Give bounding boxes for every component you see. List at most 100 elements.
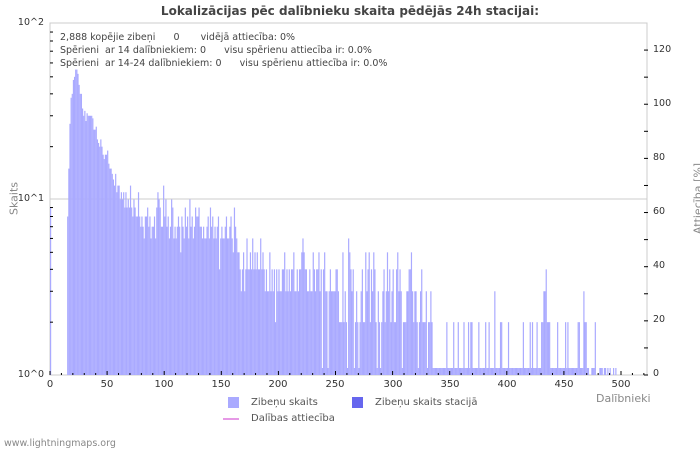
- bar: [126, 207, 128, 375]
- bar: [600, 368, 602, 375]
- bar: [417, 368, 419, 375]
- bar: [386, 252, 389, 375]
- bar: [555, 368, 558, 375]
- bar: [601, 368, 603, 375]
- bar: [584, 322, 586, 375]
- bar: [383, 269, 385, 375]
- bar: [404, 322, 406, 375]
- bar: [445, 368, 447, 375]
- bar: [498, 368, 500, 375]
- stats-line-1: 2,888 kopējie zibeņi 0 vidējā attiecība:…: [60, 32, 296, 43]
- bar: [206, 226, 208, 375]
- bar: [157, 192, 159, 375]
- bar: [73, 76, 76, 375]
- bar: [325, 291, 327, 375]
- bar: [557, 322, 559, 375]
- legend-dalibas-attieciba: Dalības attiecība: [223, 413, 335, 424]
- bar: [577, 322, 579, 375]
- bar: [365, 252, 367, 375]
- bar: [579, 368, 582, 375]
- bar: [549, 322, 551, 375]
- bar: [312, 252, 314, 375]
- bar: [297, 291, 299, 375]
- bar: [591, 368, 593, 375]
- bar: [248, 269, 250, 375]
- bar: [566, 368, 568, 375]
- y2-tick-80: 80: [653, 152, 666, 163]
- bar: [166, 226, 168, 375]
- bar: [240, 291, 242, 375]
- bar: [125, 192, 127, 375]
- bar: [514, 368, 516, 375]
- bar: [123, 192, 125, 375]
- bar: [189, 199, 191, 375]
- bar: [343, 322, 345, 375]
- bar: [263, 269, 265, 375]
- bar: [326, 291, 328, 375]
- bar: [345, 322, 347, 375]
- bar: [414, 291, 416, 375]
- bar: [428, 322, 430, 375]
- bar: [124, 207, 126, 375]
- bar: [391, 291, 393, 375]
- bar: [488, 322, 490, 375]
- bar: [292, 269, 294, 375]
- bar: [79, 93, 81, 375]
- bar: [515, 368, 518, 375]
- bar: [543, 291, 545, 375]
- bar: [483, 368, 486, 375]
- bar: [145, 216, 148, 375]
- bar: [193, 226, 196, 375]
- bar: [80, 93, 83, 375]
- bar: [204, 238, 206, 375]
- bar: [168, 238, 170, 375]
- bar: [197, 216, 199, 375]
- legend-line-swatch: [223, 417, 239, 420]
- bar: [335, 269, 337, 375]
- bar: [587, 368, 590, 375]
- bar: [493, 368, 495, 375]
- bar: [144, 216, 146, 375]
- bar: [286, 269, 288, 375]
- bar: [108, 163, 110, 375]
- bar: [301, 252, 303, 375]
- bar: [76, 69, 78, 375]
- bar: [131, 207, 133, 375]
- bar: [94, 129, 96, 375]
- bar: [282, 269, 285, 375]
- bar: [399, 269, 401, 375]
- bar: [215, 238, 217, 375]
- legend-zibenu-skaits: Zibeņu skaits: [228, 397, 318, 408]
- bar: [279, 291, 281, 375]
- bar: [571, 368, 574, 375]
- bar: [78, 84, 80, 376]
- bar: [135, 216, 137, 375]
- bar: [228, 238, 230, 375]
- bar: [121, 199, 124, 375]
- bar: [230, 216, 232, 375]
- bar: [541, 322, 543, 375]
- bar: [116, 192, 118, 375]
- bar: [440, 368, 442, 375]
- x-tick-250: 250: [325, 379, 345, 390]
- bar: [378, 322, 381, 375]
- bar: [513, 368, 515, 375]
- bar: [173, 238, 175, 375]
- bar: [167, 216, 169, 375]
- bar: [495, 368, 497, 375]
- bar: [337, 291, 339, 375]
- bar: [88, 115, 91, 376]
- bar: [195, 207, 197, 375]
- bar: [473, 368, 475, 375]
- bar: [238, 252, 240, 375]
- bar: [192, 238, 194, 375]
- bar: [521, 368, 523, 375]
- bar: [567, 322, 569, 375]
- bar: [260, 238, 262, 375]
- bar: [269, 252, 271, 375]
- bar: [328, 291, 330, 375]
- bar: [437, 368, 439, 375]
- bar: [159, 207, 161, 375]
- bar: [89, 115, 92, 376]
- bar: [112, 179, 114, 375]
